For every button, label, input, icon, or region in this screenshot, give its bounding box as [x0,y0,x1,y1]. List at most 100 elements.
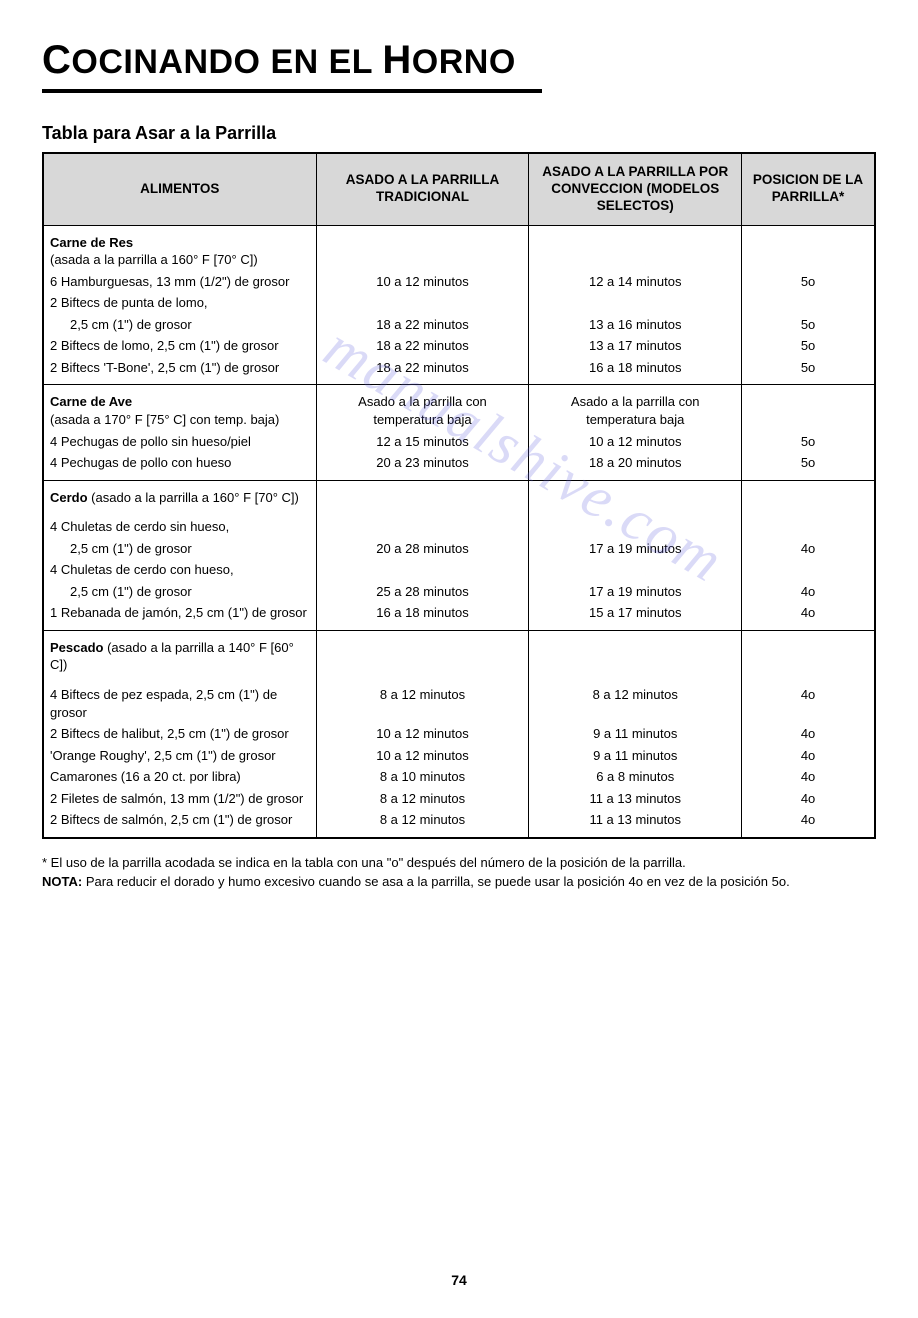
food-cell: 2 Biftecs de halibut, 2,5 cm (1") de gro… [43,723,316,745]
food-cell: 'Orange Roughy', 2,5 cm (1") de grosor [43,745,316,767]
section-c2 [316,225,529,271]
trad-cell: 18 a 22 minutos [316,335,529,357]
trad-cell: 12 a 15 minutos [316,431,529,453]
pos-cell: 5o [742,271,875,293]
spacer-row [43,508,875,516]
section-c3 [529,225,742,271]
trad-cell: 25 a 28 minutos [316,581,529,603]
food-cell: 2 Biftecs de punta de lomo, [43,292,316,314]
food-cell: 2 Biftecs de salmón, 2,5 cm (1") de gros… [43,809,316,838]
pos-cell: 4o [742,602,875,630]
food-cell: 2 Biftecs de lomo, 2,5 cm (1") de grosor [43,335,316,357]
table-row: 2 Biftecs de lomo, 2,5 cm (1") de grosor… [43,335,875,357]
pos-cell: 4o [742,581,875,603]
conv-cell: 11 a 13 minutos [529,809,742,838]
table-row: 4 Biftecs de pez espada, 2,5 cm (1") de … [43,684,875,723]
pos-cell: 4o [742,745,875,767]
col-tradicional: ASADO A LA PARRILLA TRADICIONAL [316,153,529,225]
table-row: Camarones (16 a 20 ct. por libra)8 a 10 … [43,766,875,788]
pos-cell: 5o [742,335,875,357]
trad-cell: 8 a 12 minutos [316,684,529,723]
pos-cell: 5o [742,431,875,453]
conv-cell: 18 a 20 minutos [529,452,742,480]
col-conveccion: ASADO A LA PARRILLA POR CONVECCION (MODE… [529,153,742,225]
table-row: 2 Biftecs 'T-Bone', 2,5 cm (1") de groso… [43,357,875,385]
title-end: ORNO [412,43,516,81]
footnotes: * El uso de la parrilla acodada se indic… [42,853,876,892]
food-cell-cont: 2,5 cm (1") de grosor [43,581,316,603]
pos-cell: 4o [742,766,875,788]
title-cap2: H [382,38,411,82]
pos-cell: 4o [742,809,875,838]
title-cap1: C [42,38,71,82]
footnote-nota: NOTA: Para reducir el dorado y humo exce… [42,872,876,892]
table-row: 4 Chuletas de cerdo con hueso, [43,559,875,581]
spacer-row [43,676,875,684]
table-row: 4 Chuletas de cerdo sin hueso, [43,516,875,538]
section-c4 [742,225,875,271]
table-row: 2 Filetes de salmón, 13 mm (1/2") de gro… [43,788,875,810]
conv-cell: 9 a 11 minutos [529,745,742,767]
table-row: 2 Biftecs de salmón, 2,5 cm (1") de gros… [43,809,875,838]
trad-cell: 10 a 12 minutos [316,271,529,293]
conv-cell: 9 a 11 minutos [529,723,742,745]
trad-cell: 20 a 28 minutos [316,538,529,560]
col-alimentos: ALIMENTOS [43,153,316,225]
section-header-row: Carne de Res(asada a la parrilla a 160° … [43,225,875,271]
footnote-asterisk: * El uso de la parrilla acodada se indic… [42,853,876,873]
pos-cell: 5o [742,357,875,385]
page-title: COCINANDO EN EL HORNO [42,38,876,83]
conv-cell: 13 a 16 minutos [529,314,742,336]
section-c4 [742,385,875,431]
food-cell: 4 Chuletas de cerdo sin hueso, [43,516,316,538]
pos-cell: 4o [742,538,875,560]
table-header-row: ALIMENTOS ASADO A LA PARRILLA TRADICIONA… [43,153,875,225]
col-posicion: POSICION DE LA PARRILLA* [742,153,875,225]
food-cell-cont: 2,5 cm (1") de grosor [43,314,316,336]
table-row: 2,5 cm (1") de grosor18 a 22 minutos13 a… [43,314,875,336]
conv-cell: 13 a 17 minutos [529,335,742,357]
food-cell: 2 Filetes de salmón, 13 mm (1/2") de gro… [43,788,316,810]
trad-cell: 8 a 10 minutos [316,766,529,788]
table-row: 4 Pechugas de pollo con hueso20 a 23 min… [43,452,875,480]
pos-cell: 5o [742,452,875,480]
table-row: 'Orange Roughy', 2,5 cm (1") de grosor10… [43,745,875,767]
title-rule [42,89,542,93]
pos-cell: 4o [742,684,875,723]
table-row: 2,5 cm (1") de grosor25 a 28 minutos17 a… [43,581,875,603]
section-header: Carne de Ave(asada a 170° F [75° C] con … [43,385,316,431]
trad-cell: 18 a 22 minutos [316,314,529,336]
food-cell-cont: 2,5 cm (1") de grosor [43,538,316,560]
food-cell: 6 Hamburguesas, 13 mm (1/2") de grosor [43,271,316,293]
trad-cell: 10 a 12 minutos [316,723,529,745]
food-cell: 4 Chuletas de cerdo con hueso, [43,559,316,581]
food-cell: 4 Biftecs de pez espada, 2,5 cm (1") de … [43,684,316,723]
table-row: 2,5 cm (1") de grosor20 a 28 minutos17 a… [43,538,875,560]
trad-cell: 8 a 12 minutos [316,809,529,838]
title-mid: OCINANDO EN EL [71,43,382,81]
conv-cell: 11 a 13 minutos [529,788,742,810]
conv-cell: 17 a 19 minutos [529,538,742,560]
food-cell: 4 Pechugas de pollo con hueso [43,452,316,480]
table-row: 2 Biftecs de halibut, 2,5 cm (1") de gro… [43,723,875,745]
table-subtitle: Tabla para Asar a la Parrilla [42,123,876,144]
food-cell: 1 Rebanada de jamón, 2,5 cm (1") de gros… [43,602,316,630]
table-row: 6 Hamburguesas, 13 mm (1/2") de grosor10… [43,271,875,293]
pos-cell: 4o [742,788,875,810]
conv-cell: 15 a 17 minutos [529,602,742,630]
trad-cell: 10 a 12 minutos [316,745,529,767]
trad-cell: 18 a 22 minutos [316,357,529,385]
trad-cell: 20 a 23 minutos [316,452,529,480]
section-header-row: Cerdo (asado a la parrilla a 160° F [70°… [43,480,875,508]
conv-cell: 17 a 19 minutos [529,581,742,603]
pos-cell: 5o [742,314,875,336]
section-c3: Asado a la parrilla contemperatura baja [529,385,742,431]
section-header-row: Pescado (asado a la parrilla a 140° F [6… [43,630,875,676]
food-cell: 2 Biftecs 'T-Bone', 2,5 cm (1") de groso… [43,357,316,385]
conv-cell: 12 a 14 minutos [529,271,742,293]
conv-cell: 8 a 12 minutos [529,684,742,723]
grill-table: ALIMENTOS ASADO A LA PARRILLA TRADICIONA… [42,152,876,839]
nota-label: NOTA: [42,874,82,889]
table-row: 1 Rebanada de jamón, 2,5 cm (1") de gros… [43,602,875,630]
food-cell: Camarones (16 a 20 ct. por libra) [43,766,316,788]
